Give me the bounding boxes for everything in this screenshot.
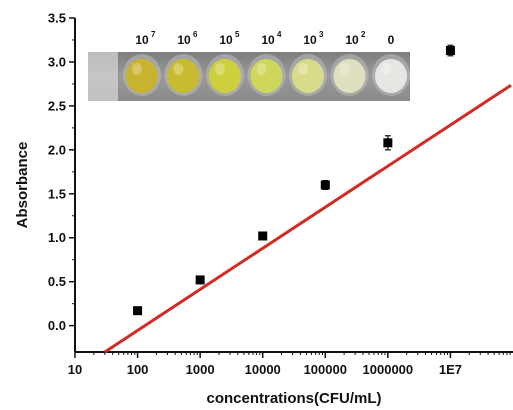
well [292,59,324,93]
inset-label-exponent: 5 [235,30,240,39]
x-tick-label: 100000 [304,362,347,377]
y-tick-label: 2.0 [48,142,66,157]
inset-label: 10 [303,33,317,47]
data-point [133,306,143,316]
data-point [445,46,455,56]
inset-label-exponent: 7 [151,30,156,39]
data-point [320,180,330,190]
y-tick-label: 0.0 [48,318,66,333]
x-tick-label: 1E7 [439,362,462,377]
data-point [258,231,268,241]
well-highlight [256,63,267,75]
y-tick-label: 2.5 [48,98,66,113]
y-tick-label: 1.0 [48,230,66,245]
well [126,59,158,93]
cuvette-holder-left [88,52,118,101]
inset-label-exponent: 3 [319,30,324,39]
inset-concentration-labels: 10 7 10 6 10 5 10 4 10 3 10 2 0 [135,30,394,47]
inset-label-exponent: 4 [277,30,282,39]
well-highlight [381,63,391,75]
inset-label: 10 [261,33,275,47]
x-tick-label: 1000 [186,362,215,377]
y-tick-label: 1.5 [48,186,66,201]
well-highlight [298,63,308,75]
y-tick-label: 3.0 [48,54,66,69]
well [167,59,200,93]
well [375,59,407,93]
inset-label: 10 [135,33,149,47]
y-tick-label: 3.5 [48,11,66,26]
inset-photo: 10 7 10 6 10 5 10 4 10 3 10 2 0 [88,30,410,101]
x-tick-label: 100 [127,362,149,377]
inset-label: 0 [388,33,395,47]
data-point [195,275,205,285]
x-tick-label: 1000000 [363,362,414,377]
well [333,59,366,93]
well [209,59,241,93]
well-highlight [173,63,184,75]
inset-label-exponent: 6 [193,30,198,39]
data-points [133,44,455,316]
x-tick-label: 10 [68,362,82,377]
data-point [383,138,393,148]
inset-label: 10 [219,33,233,47]
x-tick-label: 10000 [245,362,281,377]
well-highlight [339,63,350,75]
inset-wells [123,54,410,96]
x-axis-title: concentrations(CFU/mL) [206,390,381,407]
inset-label: 10 [345,33,359,47]
inset-label: 10 [177,33,191,47]
tick-marks: 0.00.51.01.52.02.53.03.510 100 1000 10000 10… [48,11,511,377]
well-highlight [215,63,225,75]
well [250,59,283,93]
inset-label-exponent: 2 [361,30,366,39]
y-tick-label: 0.5 [48,274,66,289]
well-highlight [132,63,142,75]
axes [74,18,513,353]
y-axis-title: Absorbance [14,142,31,229]
fit-line [104,83,512,354]
